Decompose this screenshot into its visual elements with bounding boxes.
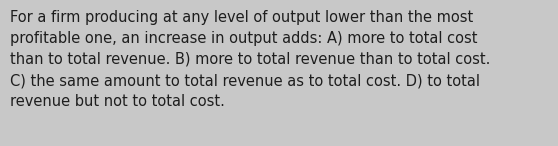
Text: than to total revenue. B) more to total revenue than to total cost.: than to total revenue. B) more to total … [10,52,490,67]
Text: For a firm producing at any level of output lower than the most: For a firm producing at any level of out… [10,10,473,25]
Text: revenue but not to total cost.: revenue but not to total cost. [10,94,225,109]
Text: profitable one, an increase in output adds: A) more to total cost: profitable one, an increase in output ad… [10,31,478,46]
Text: C) the same amount to total revenue as to total cost. D) to total: C) the same amount to total revenue as t… [10,73,480,88]
